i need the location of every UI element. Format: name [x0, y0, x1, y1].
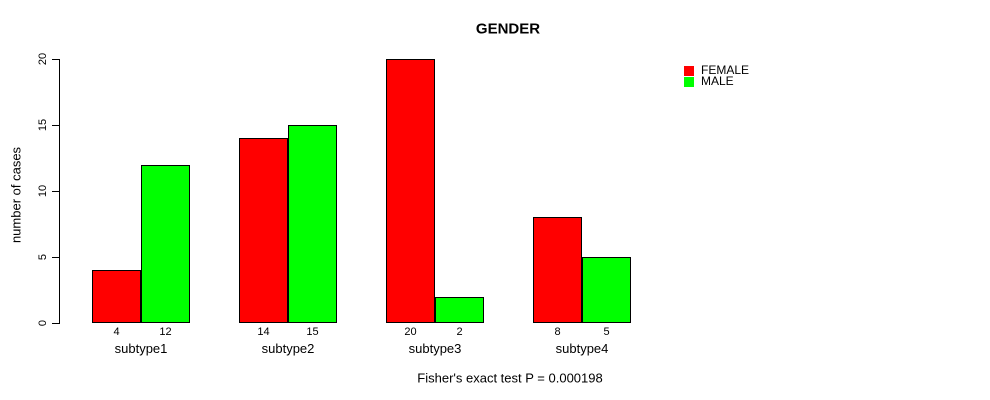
bar-value-label: 15: [306, 326, 319, 338]
y-tick-mark: [52, 59, 59, 60]
chart-title: GENDER: [475, 20, 541, 38]
category-label-subtype1: subtype1: [114, 341, 168, 356]
legend-swatch-female: [684, 65, 694, 76]
bar-value-label: 4: [113, 326, 120, 338]
bar-male-subtype4: [582, 257, 631, 323]
y-tick-label: 5: [37, 253, 49, 261]
legend: FEMALE MALE: [684, 63, 750, 88]
legend-label-female: FEMALE: [701, 63, 750, 77]
legend-row-male: MALE: [684, 74, 749, 88]
y-tick-label: 0: [37, 319, 49, 327]
y-tick-mark: [52, 125, 59, 126]
y-tick-label: 10: [37, 184, 49, 198]
bar-female-subtype2: [239, 138, 288, 323]
bar-value-label: 20: [404, 326, 417, 338]
bar-value-label: 12: [159, 326, 172, 338]
legend-row-female: FEMALE: [684, 63, 750, 77]
y-axis-line: [59, 59, 60, 324]
bar-value-label: 8: [554, 326, 561, 338]
bar-female-subtype4: [533, 217, 582, 323]
y-tick-mark: [52, 323, 59, 324]
bar-female-subtype1: [92, 270, 141, 323]
bar-male-subtype1: [141, 165, 190, 323]
legend-swatch-male: [684, 76, 694, 87]
category-label-subtype4: subtype4: [555, 341, 609, 356]
bar-value-label: 14: [257, 326, 270, 338]
y-tick-label: 20: [37, 52, 49, 66]
y-axis-label: number of cases: [8, 146, 24, 244]
y-tick-label: 15: [37, 118, 49, 132]
y-tick-mark: [52, 257, 59, 258]
bar-male-subtype2: [288, 125, 337, 323]
bar-male-subtype3: [435, 297, 484, 323]
bar-value-label: 5: [603, 326, 610, 338]
bar-female-subtype3: [386, 59, 435, 323]
y-tick-mark: [52, 191, 59, 192]
bar-value-label: 2: [456, 326, 463, 338]
category-label-subtype3: subtype3: [408, 341, 462, 356]
category-label-subtype2: subtype2: [261, 341, 315, 356]
annotation-text: Fisher's exact test P = 0.000198: [417, 370, 603, 386]
legend-label-male: MALE: [701, 74, 734, 88]
